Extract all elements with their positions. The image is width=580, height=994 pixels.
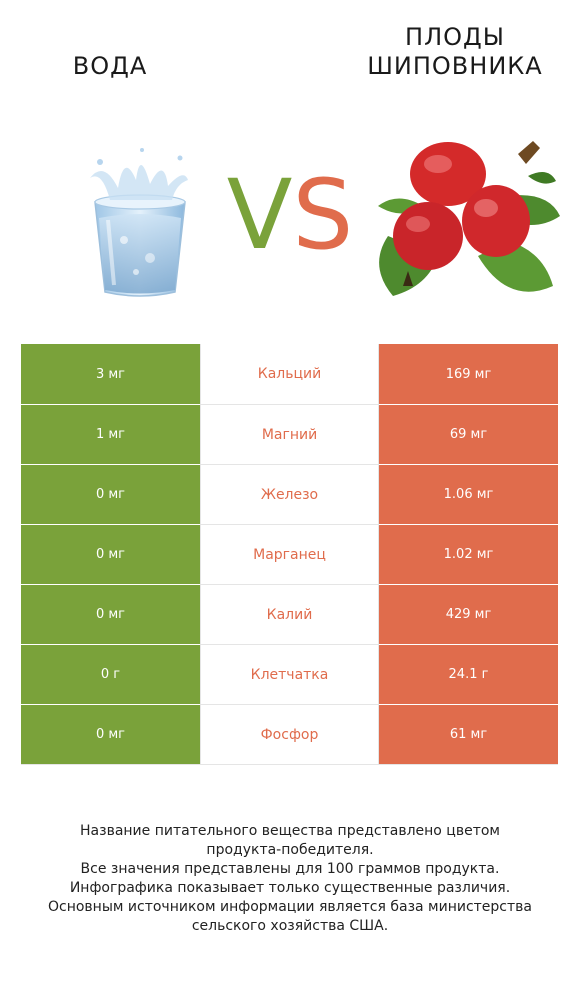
footnote-line: Все значения представлены для 100 граммо… xyxy=(80,861,500,877)
right-value: 61 мг xyxy=(379,704,558,764)
table-row: 0 мг Марганец 1.02 мг xyxy=(21,524,558,584)
water-glass-icon xyxy=(90,148,188,297)
table-row: 0 мг Железо 1.06 мг xyxy=(21,464,558,524)
right-value: 1.02 мг xyxy=(379,524,558,584)
nutrient-name: Магний xyxy=(200,404,379,464)
nutrient-comparison-table: 3 мг Кальций 169 мг 1 мг Магний 69 мг 0 … xyxy=(21,344,558,765)
right-product-title: ПЛОДЫ ШИПОВНИКА xyxy=(350,23,560,81)
footnote-line: Название питательного вещества представл… xyxy=(80,823,500,839)
table-row: 3 мг Кальций 169 мг xyxy=(21,344,558,404)
right-value: 69 мг xyxy=(379,404,558,464)
left-value: 0 мг xyxy=(21,584,200,644)
left-value: 0 мг xyxy=(21,464,200,524)
footnote-line: Основным источником информации является … xyxy=(48,899,532,915)
left-value: 0 г xyxy=(21,644,200,704)
nutrient-name: Клетчатка xyxy=(200,644,379,704)
nutrient-name: Марганец xyxy=(200,524,379,584)
footnote-line: продукта-победителя. xyxy=(206,842,374,858)
table-row: 0 г Клетчатка 24.1 г xyxy=(21,644,558,704)
footnote-line: Инфографика показывает только существенн… xyxy=(69,880,511,896)
right-value: 429 мг xyxy=(379,584,558,644)
footnote-line: сельского хозяйства США. xyxy=(191,918,389,934)
table-row: 0 мг Калий 429 мг xyxy=(21,584,558,644)
nutrient-name: Калий xyxy=(200,584,379,644)
left-product-title: ВОДА xyxy=(72,52,148,80)
right-value: 1.06 мг xyxy=(379,464,558,524)
right-value: 169 мг xyxy=(379,344,558,404)
nutrient-name: Железо xyxy=(200,464,379,524)
left-value: 0 мг xyxy=(21,524,200,584)
right-title-line-2: ШИПОВНИКА xyxy=(367,52,543,80)
left-value: 0 мг xyxy=(21,704,200,764)
table-row: 1 мг Магний 69 мг xyxy=(21,404,558,464)
vs-label: VS xyxy=(220,160,360,270)
nutrient-name: Кальций xyxy=(200,344,379,404)
rosehip-fruit-icon xyxy=(378,141,560,296)
right-title-line-1: ПЛОДЫ xyxy=(405,23,505,51)
footnote: Название питательного вещества представл… xyxy=(20,822,560,936)
nutrient-name: Фосфор xyxy=(200,704,379,764)
vs-s-letter: S xyxy=(292,159,354,271)
right-value: 24.1 г xyxy=(379,644,558,704)
table-row: 0 мг Фосфор 61 мг xyxy=(21,704,558,764)
table-rows: 3 мг Кальций 169 мг 1 мг Магний 69 мг 0 … xyxy=(21,344,558,765)
left-value: 3 мг xyxy=(21,344,200,404)
left-value: 1 мг xyxy=(21,404,200,464)
vs-v-letter: V xyxy=(226,159,293,271)
